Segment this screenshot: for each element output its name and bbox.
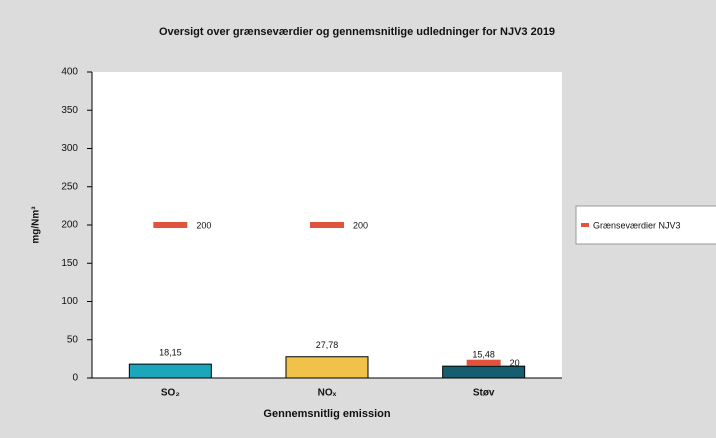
x-tick-label: NOₓ bbox=[318, 388, 337, 399]
data-label: 18,15 bbox=[159, 347, 182, 357]
bar bbox=[285, 356, 369, 379]
y-tick-label: 0 bbox=[72, 373, 78, 384]
legend-label: Grænseværdier NJV3 bbox=[593, 220, 681, 230]
x-tick-label: SO₂ bbox=[161, 388, 180, 399]
x-axis-label: Gennemsnitlig emission bbox=[263, 408, 390, 420]
limit-marker bbox=[153, 222, 188, 228]
limit-marker bbox=[310, 222, 344, 228]
chart-title: Oversigt over grænseværdier og gennemsni… bbox=[159, 26, 555, 38]
y-tick-label: 300 bbox=[61, 143, 78, 154]
data-label: 200 bbox=[353, 220, 368, 230]
y-tick-label: 250 bbox=[61, 181, 78, 192]
y-tick-label: 350 bbox=[61, 105, 78, 116]
data-label: 20 bbox=[510, 358, 520, 368]
y-axis-label: mg/Nm³ bbox=[31, 206, 42, 244]
bar bbox=[128, 363, 212, 379]
y-tick-label: 150 bbox=[61, 258, 78, 269]
data-label: 200 bbox=[196, 220, 211, 230]
legend-box bbox=[575, 205, 716, 245]
data-label: 15,48 bbox=[472, 350, 495, 360]
x-tick-label: Støv bbox=[473, 388, 495, 399]
y-tick-label: 200 bbox=[61, 220, 78, 231]
y-tick-label: 50 bbox=[67, 334, 79, 345]
y-tick-label: 400 bbox=[61, 67, 78, 78]
bar bbox=[442, 365, 526, 379]
data-label: 27,78 bbox=[316, 340, 339, 350]
y-tick-label: 100 bbox=[61, 296, 78, 307]
legend-swatch bbox=[581, 223, 589, 227]
limit-marker bbox=[466, 359, 501, 366]
